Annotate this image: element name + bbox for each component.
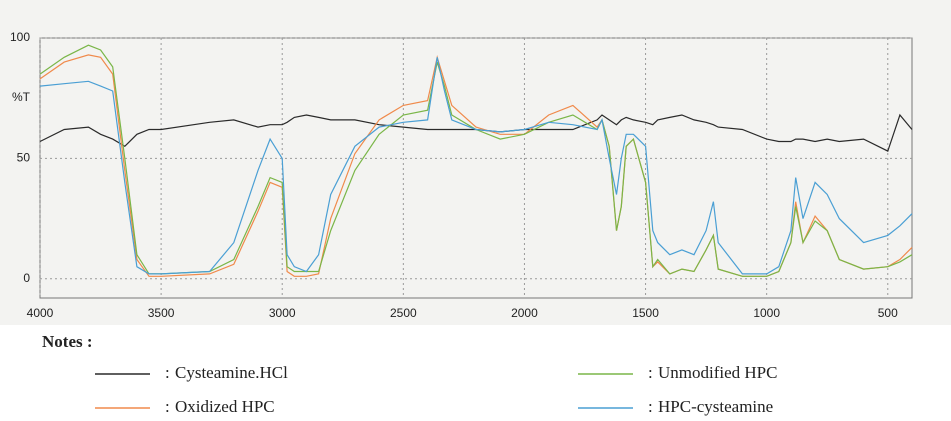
y-tick-label: 100 <box>10 30 30 44</box>
x-tick-label: 1500 <box>632 306 659 320</box>
x-tick-label: 3000 <box>269 306 296 320</box>
x-tick-label: 500 <box>878 306 898 320</box>
legend-marker: : <box>165 397 170 416</box>
legend-marker: : <box>165 363 170 382</box>
chart-background <box>0 0 951 325</box>
series-line <box>39 57 913 275</box>
x-tick-label: 4000 <box>27 306 54 320</box>
series-line <box>39 44 913 277</box>
legend-label: Oxidized HPC <box>175 397 275 416</box>
x-tick-label: 3500 <box>148 306 175 320</box>
legend-label: Unmodified HPC <box>658 363 777 382</box>
series-line <box>39 113 913 152</box>
legend-label: HPC-cysteamine <box>658 397 773 416</box>
legend-marker: : <box>648 397 653 416</box>
legend-label: Cysteamine.HCl <box>175 363 288 382</box>
x-tick-label: 2500 <box>390 306 417 320</box>
y-tick-label: 50 <box>17 151 31 165</box>
legend-title: Notes : <box>42 332 93 351</box>
legend-marker: : <box>648 363 653 382</box>
x-tick-label: 2000 <box>511 306 538 320</box>
y-axis-label: %T <box>12 90 31 104</box>
x-tick-label: 1000 <box>753 306 780 320</box>
y-tick-label: 0 <box>23 271 30 285</box>
